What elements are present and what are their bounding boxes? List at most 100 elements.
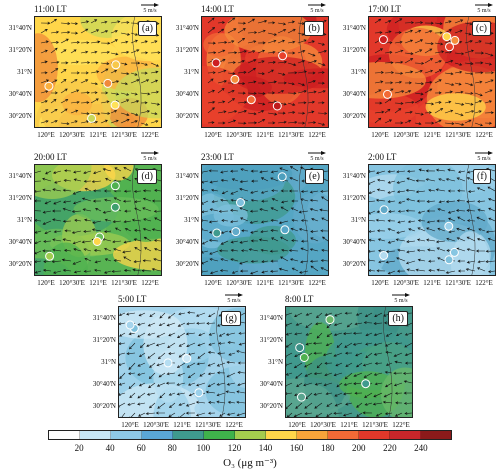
wind-vector [138,352,146,358]
wind-vector [40,49,48,54]
wind-vector [207,121,215,125]
wind-vector [147,322,156,327]
wind-vector [448,217,456,222]
latitude-label: 31°20'N [259,336,283,344]
wind-vector [249,220,259,224]
wind-vector [207,107,215,114]
colorbar [48,430,452,440]
wind-vector [307,90,317,94]
wind-vector [406,250,416,254]
wind-vector [218,209,229,213]
longitude-label: 122°E [392,421,410,429]
wind-vector [100,119,108,124]
wind-vector [394,412,403,417]
wind-vector [434,79,442,84]
wind-vector [237,371,245,374]
wind-vector [134,229,142,232]
wind-vector [100,112,111,115]
wind-vector [120,32,131,36]
wind-vector [72,260,82,265]
wind-vector [295,402,303,409]
longitude-label: 120°E [204,279,222,287]
monitoring-site [110,181,120,191]
wind-vector [257,102,266,106]
wind-vector [130,100,140,104]
wind-vector [464,32,472,36]
wind-vector [267,112,278,116]
wind-vector [220,258,229,262]
wind-vector [220,198,229,202]
wind-vector [70,41,80,44]
wind-vector [151,268,161,272]
wind-vector [123,189,132,193]
wind-vector [406,268,416,272]
wind-vector [149,312,156,317]
wind-vector [70,71,80,75]
colorbar-swatch [421,431,451,439]
wind-vector [434,119,442,124]
wind-vector [454,82,462,86]
wind-vector [120,112,130,117]
wind-vector [395,401,403,405]
wind-vector [230,258,239,262]
wind-vector [394,40,403,44]
monitoring-site [295,343,305,353]
wind-vector [407,169,416,173]
wind-vector [155,411,165,415]
wind-vector [168,392,176,396]
wind-vector [261,199,269,203]
wind-vector [160,23,161,24]
wind-vector [120,118,130,124]
wind-vector [271,198,279,202]
wind-vector [53,200,62,205]
wind-vector [128,362,136,370]
wind-vector [114,167,122,172]
wind-vector [102,210,112,214]
wind-vector [417,210,426,214]
wind-vector [474,51,485,55]
wind-vector [90,70,100,74]
wind-vector [80,50,89,54]
wind-vector [315,322,323,326]
wind-vector [457,259,466,263]
wind-vector [207,78,214,84]
wind-vector [227,51,238,55]
wind-vector [217,69,227,74]
wind-vector [148,382,156,389]
wind-vector [456,237,466,242]
wind-vector [140,110,151,114]
wind-vector [130,49,140,54]
wind-vector [398,200,406,204]
wind-vector [209,250,219,255]
wind-vector [119,332,126,337]
wind-vector [404,70,414,74]
wind-vector [355,352,363,357]
wind-vector [257,110,265,114]
wind-vector [207,17,215,24]
wind-vector [289,177,299,182]
wind-vector [374,110,385,114]
wind-vector [436,268,446,272]
wind-vector [206,321,216,325]
wind-vector [286,312,293,317]
wind-vector [385,260,396,264]
o3-concentration-patch [224,17,312,53]
wind-vector [333,322,343,326]
wind-vector [150,90,159,94]
longitude-label: 120°E [371,131,389,139]
wind-vector [404,411,412,415]
wind-vector [298,228,309,232]
wind-vector [100,91,109,95]
latitude-label: 31°20'N [8,46,32,54]
wind-vector [362,411,373,415]
panel-time: 17:00 LT [368,4,401,14]
wind-vector [52,170,62,174]
wind-vector [226,382,236,386]
wind-vector [319,208,328,212]
wind-vector [343,332,353,336]
wind-vector [100,41,111,45]
wind-vector [397,209,406,213]
wind-vector [156,332,166,338]
wind-vector [427,248,436,252]
wind-vector [404,52,414,56]
